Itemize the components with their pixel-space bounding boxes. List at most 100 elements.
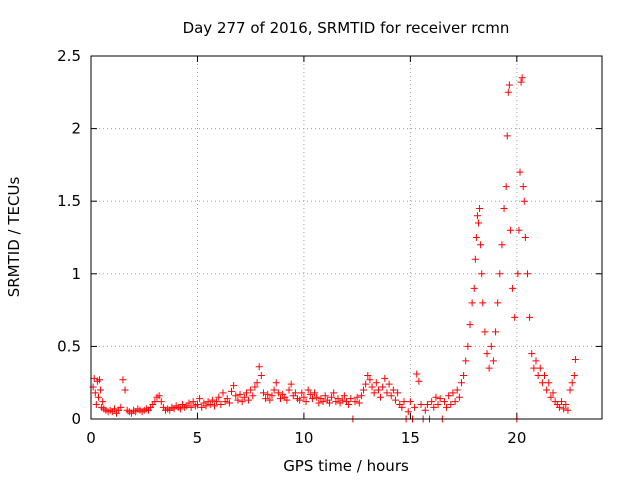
data-point — [505, 81, 513, 89]
data-point — [266, 396, 274, 404]
data-point — [247, 386, 255, 394]
data-point — [436, 395, 444, 403]
data-point — [353, 393, 361, 401]
data-point — [276, 395, 284, 403]
data-point — [187, 403, 195, 411]
data-point — [387, 392, 395, 400]
data-point — [97, 386, 105, 394]
data-point — [500, 204, 508, 212]
data-point — [151, 398, 159, 406]
data-point — [532, 357, 540, 365]
data-point — [249, 392, 257, 400]
data-point — [519, 183, 527, 191]
data-point — [528, 350, 536, 358]
data-point — [564, 406, 572, 414]
data-point — [516, 168, 524, 176]
data-point — [213, 398, 221, 406]
data-point — [189, 398, 197, 406]
data-point — [232, 392, 240, 400]
data-point — [481, 328, 489, 336]
data-point — [274, 389, 282, 397]
data-point — [308, 395, 316, 403]
data-point — [92, 400, 100, 408]
data-point — [264, 390, 272, 398]
data-point — [541, 371, 549, 379]
data-point — [357, 392, 365, 400]
data-point — [509, 284, 517, 292]
data-point — [208, 396, 216, 404]
x-tick-label: 5 — [193, 429, 203, 447]
data-point — [374, 386, 382, 394]
data-point — [518, 74, 526, 82]
data-point — [340, 392, 348, 400]
data-point — [302, 398, 310, 406]
data-point — [417, 400, 425, 408]
data-point — [538, 379, 546, 387]
data-point — [110, 405, 118, 413]
data-point — [462, 357, 470, 365]
data-point — [394, 389, 402, 397]
data-point — [298, 389, 306, 397]
data-point — [526, 313, 534, 321]
data-point — [466, 321, 474, 329]
data-point — [157, 398, 165, 406]
data-point — [360, 386, 368, 394]
data-point — [196, 395, 204, 403]
data-point — [198, 403, 206, 411]
data-point — [504, 88, 512, 96]
x-tick-label: 10 — [294, 429, 313, 447]
grid-lines — [91, 56, 602, 419]
data-point — [362, 380, 370, 388]
data-point — [471, 255, 479, 263]
data-point — [389, 386, 397, 394]
data-point — [470, 284, 478, 292]
data-point — [451, 398, 459, 406]
data-point — [90, 374, 98, 382]
data-point — [571, 355, 579, 363]
data-point — [338, 396, 346, 404]
data-point — [238, 398, 246, 406]
data-point — [398, 403, 406, 411]
data-point — [223, 395, 231, 403]
data-point — [225, 399, 233, 407]
data-point — [492, 328, 500, 336]
data-point — [121, 386, 129, 394]
data-point — [568, 379, 576, 387]
x-tick-label: 20 — [507, 429, 526, 447]
data-point — [547, 393, 555, 401]
data-point — [432, 393, 440, 401]
data-point — [355, 399, 363, 407]
data-point — [253, 379, 261, 387]
data-point — [206, 400, 214, 408]
data-point — [453, 386, 461, 394]
data-point — [300, 393, 308, 401]
y-tick-label: 0.5 — [57, 337, 81, 355]
data-point — [255, 363, 263, 371]
data-point — [498, 241, 506, 249]
data-point — [485, 364, 493, 372]
data-point — [366, 376, 374, 384]
y-tick-label: 2.5 — [57, 47, 81, 65]
data-point — [566, 386, 574, 394]
data-point — [96, 376, 104, 384]
data-point — [428, 398, 436, 406]
data-point — [304, 386, 312, 394]
data-point — [521, 234, 529, 241]
data-point — [262, 395, 270, 403]
data-point — [372, 379, 380, 387]
data-point — [489, 357, 497, 365]
data-point — [445, 392, 453, 400]
data-point — [202, 402, 210, 410]
data-point — [502, 183, 510, 191]
data-point — [330, 389, 338, 397]
data-point — [381, 374, 389, 382]
data-point — [503, 132, 511, 140]
data-point — [415, 377, 423, 385]
data-point — [345, 400, 353, 408]
data-point — [534, 371, 542, 379]
data-point — [449, 389, 457, 397]
data-point — [219, 389, 227, 397]
data-point — [555, 403, 563, 411]
